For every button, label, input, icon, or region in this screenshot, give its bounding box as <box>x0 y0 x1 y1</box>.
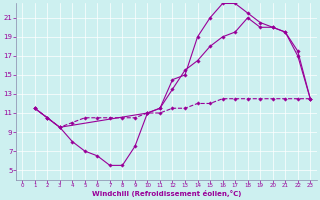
X-axis label: Windchill (Refroidissement éolien,°C): Windchill (Refroidissement éolien,°C) <box>92 190 241 197</box>
